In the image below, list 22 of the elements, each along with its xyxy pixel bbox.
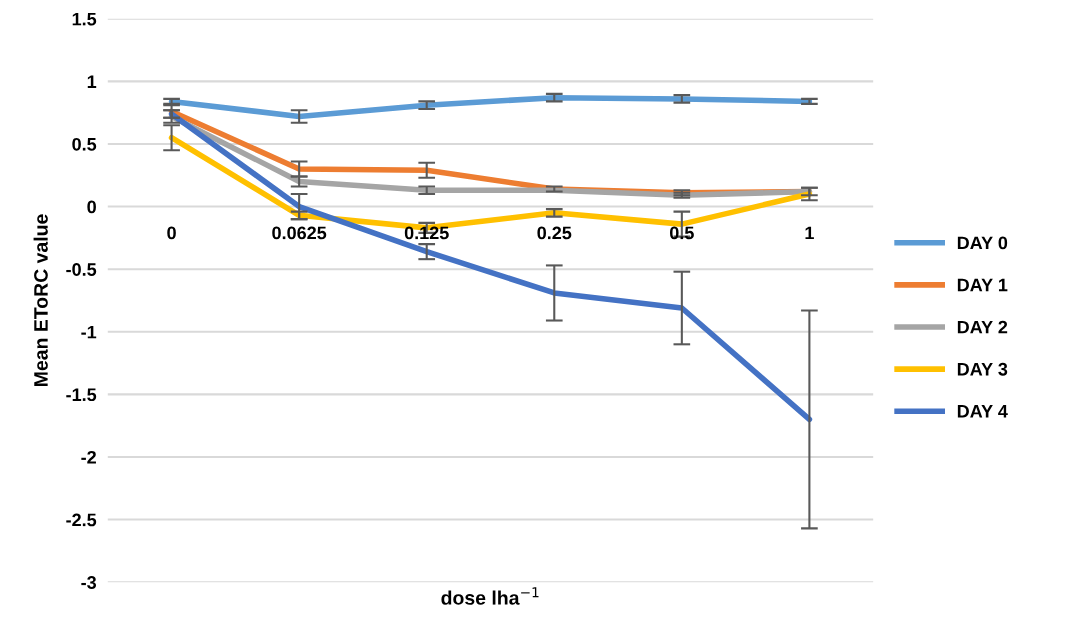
- x-axis-title: dose lha$^{−1}$: [441, 587, 539, 605]
- y-tick-label: -1: [81, 325, 97, 339]
- x-tick-label: 0: [167, 226, 176, 240]
- x-tick-label: 0.125: [404, 226, 449, 240]
- y-tick-label: -2: [81, 450, 96, 464]
- y-tick-label: 1: [87, 75, 97, 88]
- y-tick-label: -2.5: [66, 513, 97, 527]
- x-tick-label: 1: [805, 226, 814, 240]
- legend-label: DAY 0: [957, 236, 1008, 250]
- y-tick-label: -0.5: [66, 263, 97, 276]
- x-tick-label: 0.25: [537, 226, 572, 240]
- y-tick-label: -3: [81, 576, 97, 589]
- legend-label: DAY 1: [957, 278, 1008, 292]
- legend-label: DAY 4: [957, 405, 1008, 418]
- y-tick-label: 0: [87, 200, 96, 214]
- legend-label: DAY 3: [957, 362, 1008, 376]
- y-tick-label: 0.5: [72, 137, 97, 151]
- legend-label: DAY 2: [957, 320, 1008, 334]
- y-tick-label: -1.5: [66, 388, 97, 402]
- x-tick-label: 0.0625: [272, 226, 327, 240]
- y-axis-title: Mean EToRC value: [33, 214, 48, 386]
- y-tick-label: 1.5: [72, 12, 97, 26]
